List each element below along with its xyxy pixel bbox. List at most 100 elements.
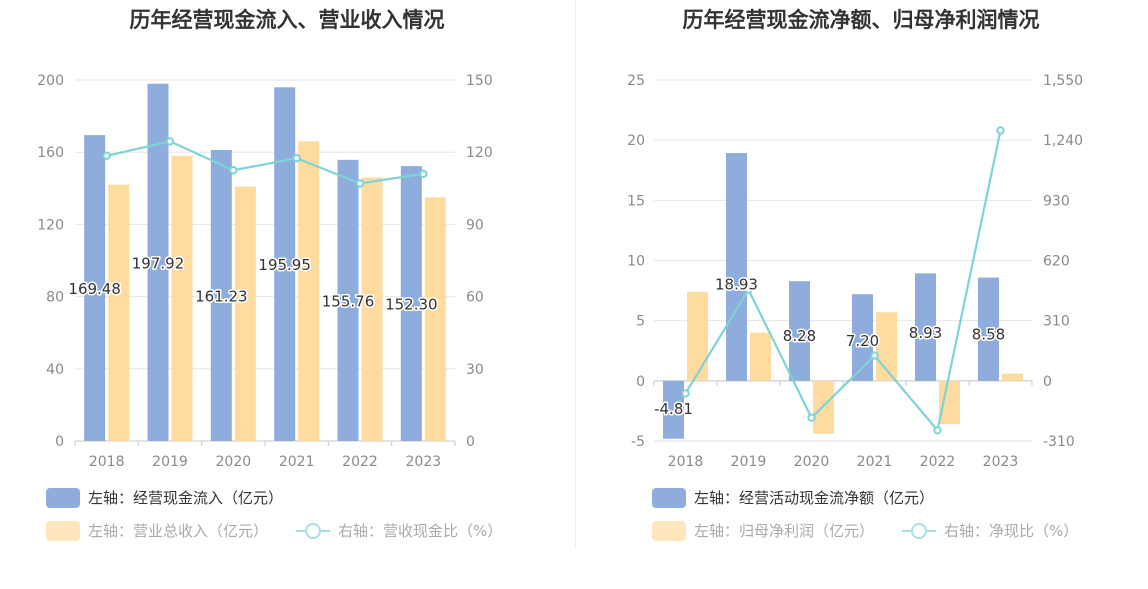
line-point bbox=[807, 413, 816, 422]
y-left-tick-label: 5 bbox=[636, 314, 645, 330]
data-label: 169.48 bbox=[68, 280, 121, 298]
chart-plot: 0 0 40 30 80 60 120 90 160 120 200 150 2018 2019 2020 2… bbox=[37, 73, 493, 470]
bar-secondary bbox=[424, 197, 446, 441]
bar-primary bbox=[663, 380, 684, 439]
line-series bbox=[106, 140, 424, 185]
bar-secondary bbox=[108, 184, 130, 441]
y-left-tick-label: 0 bbox=[636, 374, 645, 390]
legend-item-ratio[interactable]: 右轴：营收现金比（%） bbox=[296, 520, 502, 541]
x-tick-label: 2019 bbox=[152, 454, 188, 470]
bar-secondary bbox=[298, 141, 320, 441]
data-label: 161.23 bbox=[195, 287, 248, 305]
y-left-tick-label: 200 bbox=[37, 73, 64, 89]
bar-primary bbox=[400, 166, 422, 441]
x-tick-label: 2019 bbox=[731, 454, 767, 470]
line-point bbox=[292, 154, 301, 163]
legend-item-revenue[interactable]: 左轴：营业总收入（亿元） bbox=[46, 520, 268, 541]
data-label: 195.95 bbox=[258, 256, 311, 274]
x-tick-label: 2023 bbox=[406, 454, 442, 470]
bar-primary bbox=[337, 159, 359, 441]
bar-secondary bbox=[750, 332, 771, 381]
legend-label: 左轴：经营现金流入（亿元） bbox=[88, 489, 284, 507]
legend-label: 右轴：净现比（%） bbox=[944, 522, 1079, 540]
x-tick-label: 2020 bbox=[216, 454, 252, 470]
legend-item-cash-ratio[interactable]: 右轴：净现比（%） bbox=[902, 520, 1078, 541]
y-left-tick-label: 25 bbox=[627, 73, 645, 89]
line-point bbox=[419, 169, 428, 179]
x-tick-label: 2023 bbox=[983, 454, 1019, 470]
data-label: 7.20 bbox=[846, 332, 879, 350]
bar-primary bbox=[789, 281, 810, 381]
data-label: 8.93 bbox=[909, 324, 942, 342]
y-right-tick-label: 60 bbox=[466, 290, 484, 306]
y-left-tick-label: 160 bbox=[37, 145, 64, 161]
y-left-tick-label: 20 bbox=[627, 133, 645, 149]
y-left-tick-label: 120 bbox=[37, 217, 64, 233]
bar-primary bbox=[84, 135, 106, 441]
data-label: 155.76 bbox=[322, 292, 375, 310]
data-label: 18.93 bbox=[715, 276, 758, 294]
legend-item-net-cash-flow[interactable]: 左轴：经营活动现金流净额（亿元） bbox=[652, 487, 934, 508]
legend-swatch bbox=[902, 521, 936, 541]
chart-panel-left: 历年经营现金流入、营业收入情况 0 0 40 30 80 60 120 90 160 120 200… bbox=[37, 8, 502, 541]
x-tick-label: 2022 bbox=[920, 454, 956, 470]
bar-secondary bbox=[171, 155, 193, 441]
y-right-tick-label: 0 bbox=[466, 434, 475, 450]
line-point bbox=[355, 179, 365, 188]
chart-plot: -5 -310 0 0 5 310 10 620 15 930 20 1,240 25 1,550 2018… bbox=[627, 73, 1083, 470]
y-right-tick-label: 310 bbox=[1043, 314, 1070, 330]
data-label: -4.81 bbox=[654, 400, 693, 418]
y-left-tick-label: 40 bbox=[46, 362, 64, 378]
y-right-tick-label: 0 bbox=[1043, 374, 1052, 390]
bar-primary bbox=[274, 87, 296, 442]
line-point bbox=[744, 285, 753, 294]
y-left-tick-label: 15 bbox=[627, 193, 645, 209]
line-series bbox=[684, 130, 1002, 433]
data-label: 8.58 bbox=[972, 326, 1005, 344]
bar-secondary bbox=[939, 380, 960, 425]
chart-panel-right: 历年经营现金流净额、归母净利润情况 -5 -310 0 0 5 310 10 620 15 930… bbox=[574, 0, 1148, 589]
bar-secondary bbox=[234, 186, 256, 441]
legend-swatch bbox=[46, 487, 80, 508]
bar-secondary bbox=[361, 177, 383, 441]
line-point bbox=[681, 389, 690, 398]
legend-swatch bbox=[296, 521, 330, 541]
legend-item-net-profit[interactable]: 左轴：归母净利润（亿元） bbox=[652, 520, 874, 541]
x-tick-label: 2022 bbox=[342, 454, 378, 470]
y-right-tick-label: 930 bbox=[1043, 193, 1070, 209]
legend-item-cash-inflow[interactable]: 左轴：经营现金流入（亿元） bbox=[46, 487, 283, 508]
y-right-tick-label: 620 bbox=[1043, 254, 1070, 270]
line-point bbox=[165, 137, 175, 146]
x-tick-label: 2020 bbox=[794, 454, 830, 470]
data-label: 152.30 bbox=[385, 296, 438, 314]
bar-primary bbox=[210, 149, 232, 441]
y-right-tick-label: -310 bbox=[1043, 434, 1075, 450]
legend-swatch bbox=[652, 487, 686, 508]
y-left-tick-label: 80 bbox=[46, 290, 64, 306]
bar-primary bbox=[147, 83, 169, 442]
y-right-tick-label: 1,240 bbox=[1043, 133, 1083, 149]
bar-secondary bbox=[1002, 373, 1023, 381]
legend-swatch bbox=[46, 520, 80, 541]
line-point bbox=[933, 426, 942, 435]
panel-divider bbox=[575, 0, 576, 548]
line-point bbox=[229, 166, 238, 175]
legend-label: 左轴：经营活动现金流净额（亿元） bbox=[694, 489, 935, 507]
data-label: 8.28 bbox=[783, 327, 816, 345]
y-right-tick-label: 120 bbox=[466, 145, 493, 161]
bar-secondary bbox=[687, 291, 708, 381]
y-right-tick-label: 30 bbox=[466, 362, 484, 378]
y-left-tick-label: 0 bbox=[55, 434, 64, 450]
y-right-tick-label: 150 bbox=[466, 73, 493, 89]
chart-title: 历年经营现金流入、营业收入情况 bbox=[129, 8, 445, 32]
x-tick-label: 2018 bbox=[89, 454, 125, 470]
legend-label: 右轴：营收现金比（%） bbox=[338, 522, 503, 540]
line-point bbox=[996, 126, 1005, 135]
y-right-tick-label: 90 bbox=[466, 217, 484, 233]
y-left-tick-label: -5 bbox=[631, 434, 645, 450]
x-tick-label: 2018 bbox=[668, 454, 704, 470]
data-label: 197.92 bbox=[132, 254, 185, 272]
x-tick-label: 2021 bbox=[279, 454, 315, 470]
y-right-tick-label: 1,550 bbox=[1043, 73, 1083, 89]
bar-primary bbox=[915, 273, 936, 381]
